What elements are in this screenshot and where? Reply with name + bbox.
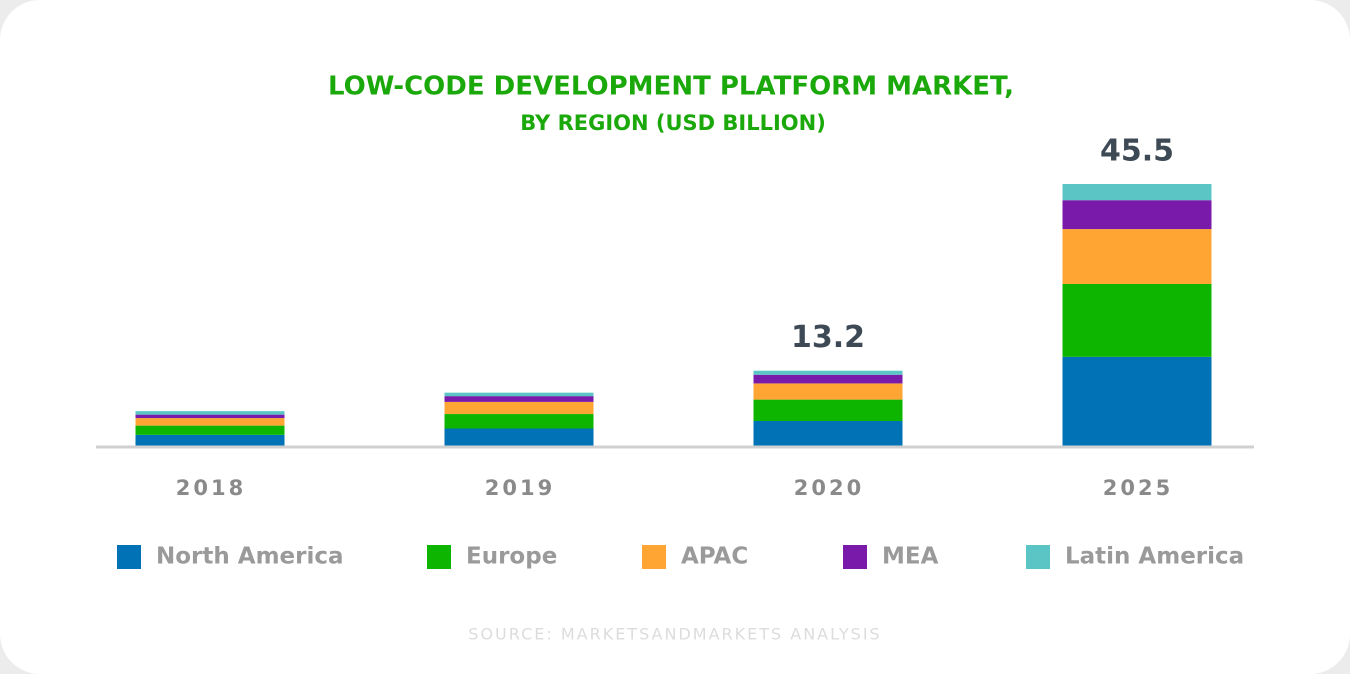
legend-swatch xyxy=(117,545,141,569)
legend-swatch xyxy=(642,545,666,569)
bar-segment xyxy=(135,411,285,415)
bar-segment xyxy=(1062,184,1212,201)
x-tick-label: 2025 xyxy=(1103,476,1173,500)
bar-segment xyxy=(1062,229,1212,284)
bar-segment xyxy=(1062,200,1212,230)
x-tick-label: 2018 xyxy=(176,476,246,500)
legend-label: MEA xyxy=(882,544,939,570)
x-tick-label: 2019 xyxy=(485,476,555,500)
source: SOURCE: MARKETSANDMARKETS ANALYSIS xyxy=(468,625,881,644)
legend-label: APAC xyxy=(681,544,748,570)
total-label: 45.5 xyxy=(1100,134,1174,169)
legend-swatch xyxy=(843,545,867,569)
legend-label: Latin America xyxy=(1065,544,1244,570)
bar-segment xyxy=(444,401,594,415)
legend-label: North America xyxy=(156,544,344,570)
total-label: 13.2 xyxy=(791,320,865,355)
legend-label: Europe xyxy=(466,544,557,570)
legend-swatch xyxy=(427,545,451,569)
bar-segment xyxy=(753,420,903,447)
x-tick-label: 2020 xyxy=(794,476,864,500)
bar-segment xyxy=(444,428,594,447)
bar-segment xyxy=(1062,356,1212,447)
bar-segment xyxy=(135,425,285,435)
bar-segment xyxy=(1062,283,1212,357)
bar-segment xyxy=(135,418,285,426)
bar-segment xyxy=(753,370,903,375)
chart-title: LOW-CODE DEVELOPMENT PLATFORM MARKET, xyxy=(328,72,1014,102)
bar-segment xyxy=(444,392,594,397)
bar-segment xyxy=(444,414,594,429)
chart-subtitle: BY REGION (USD BILLION) xyxy=(520,111,826,135)
bar-segment xyxy=(753,383,903,400)
bar-segment xyxy=(135,434,285,447)
bar-segment xyxy=(753,374,903,384)
bar-segment xyxy=(444,396,594,402)
bar-segment xyxy=(753,399,903,421)
legend-swatch xyxy=(1026,545,1050,569)
bar-segment xyxy=(135,414,285,419)
